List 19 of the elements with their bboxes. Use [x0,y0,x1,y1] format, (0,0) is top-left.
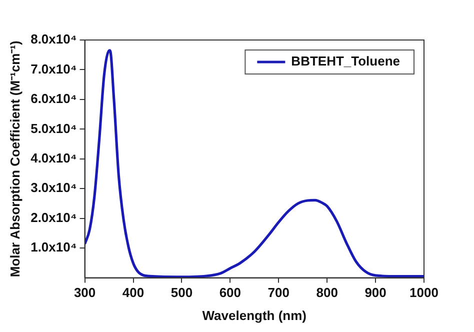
y-tick-label: 1.0x10⁴ [30,240,77,255]
legend-label: BBTEHT_Toluene [291,54,400,69]
x-tick-label: 400 [122,285,144,300]
x-tick-label: 700 [268,285,290,300]
y-tick-label: 6.0x10⁴ [30,91,77,106]
x-tick-label: 800 [316,285,338,300]
y-axis-title: Molar Absorption Coefficient (M⁻¹cm⁻¹) [7,40,22,278]
y-tick-label: 7.0x10⁴ [30,61,77,76]
y-tick-label: 5.0x10⁴ [30,120,77,136]
x-tick-label: 600 [219,285,242,300]
x-tick-label: 900 [364,285,386,300]
y-tick-label: 8.0x10⁴ [30,32,77,47]
y-tick-label: 3.0x10⁴ [30,180,77,196]
x-tick-label: 1000 [410,285,438,300]
y-tick-label: 4.0x10⁴ [30,150,77,166]
y-tick-label: 2.0x10⁴ [30,210,77,225]
x-tick-label: 300 [74,285,96,300]
x-tick-label: 500 [170,285,193,300]
x-axis-title: Wavelength (nm) [202,308,307,323]
